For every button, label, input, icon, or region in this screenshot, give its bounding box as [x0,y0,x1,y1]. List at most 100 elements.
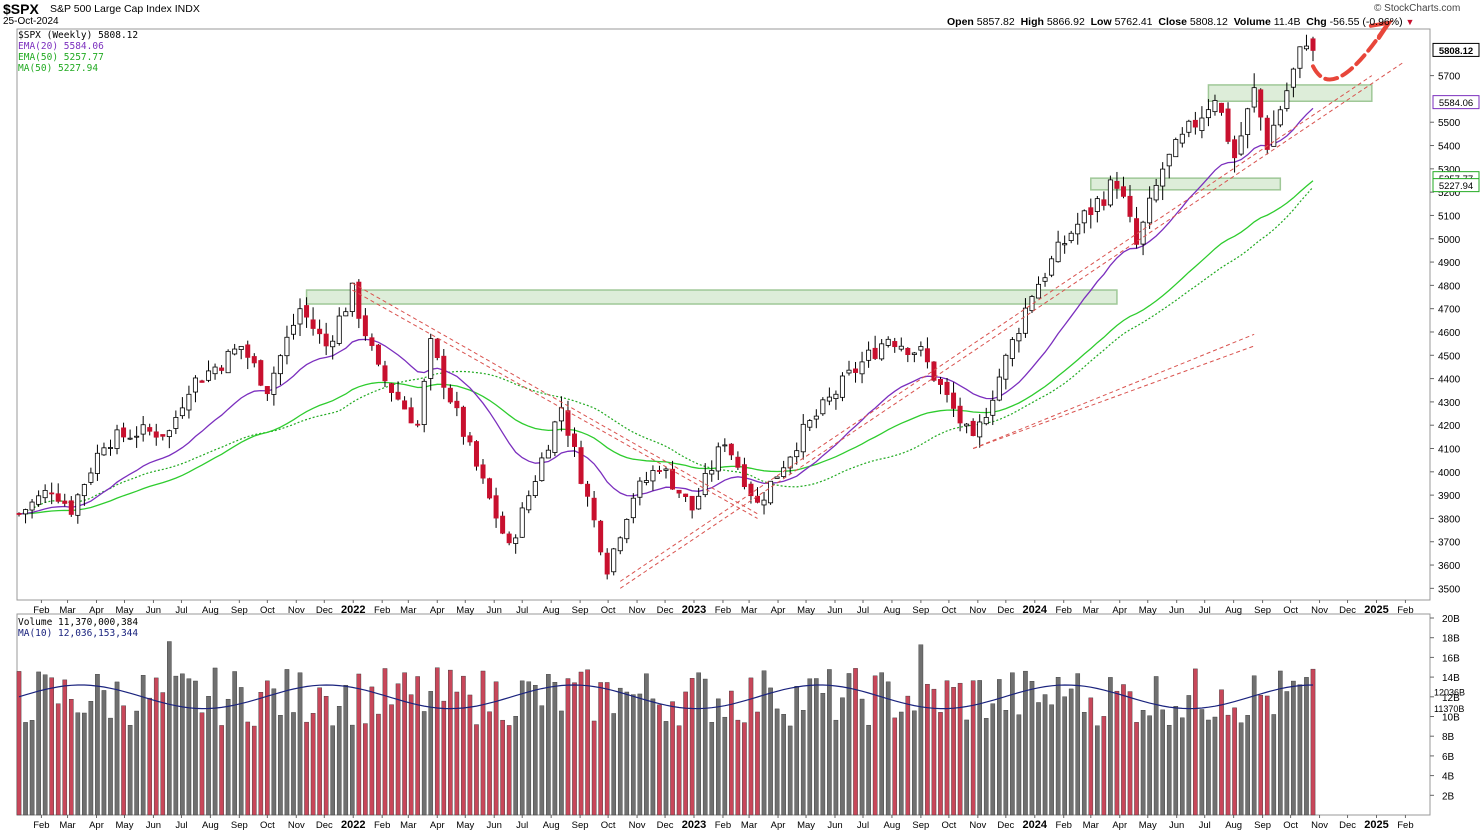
x-tick-label-bottom: 2025 [1364,819,1388,831]
x-tick-label-top: Feb [715,605,731,616]
candle-body [343,311,349,317]
volume-bar [461,675,466,816]
candle-body [983,417,989,425]
volume-bar [859,698,865,816]
volume-bar [1179,717,1185,816]
candle-body [219,367,225,371]
candle-body [173,417,179,429]
legend-ema50: EMA(50) 5257.77 [18,52,104,63]
volume-bar [1081,712,1087,816]
volume-bar [617,687,623,816]
price-tick-label: 5300 [1438,165,1461,176]
volume-bar [36,671,41,816]
volume-bar [787,725,793,816]
volume-bar [225,698,231,816]
x-tick-label-bottom: Dec [1339,820,1356,831]
candle-body [232,348,238,355]
x-tick-label-top: Mar [1083,605,1099,616]
x-tick-label-bottom: Nov [288,820,305,831]
x-tick-label-top: Dec [997,605,1014,616]
volume-callout-label: 11370B [1434,704,1464,714]
volume-bar [957,682,963,816]
x-tick-label-bottom: Aug [1225,820,1242,831]
candle-body [1107,179,1113,206]
candle-body [833,393,839,400]
candle-body [460,406,466,437]
candle-body [937,378,943,385]
x-tick-label-bottom: Dec [316,820,333,831]
volume-bar [1284,691,1290,816]
candle-body [545,449,551,459]
candle-body [990,399,996,416]
volume-bar [898,711,904,816]
x-tick-label-top: 2025 [1364,604,1388,616]
x-tick-label-bottom: 2023 [682,819,706,831]
volume-tick-label: 18B [1442,634,1460,645]
candle-body [532,481,538,497]
volume-bar [591,720,597,816]
volume-bar [702,678,708,816]
volume-bar [814,678,819,816]
candle-body [212,366,218,375]
candle-body [552,421,558,453]
legend-ma50: MA(50) 5227.94 [18,63,99,74]
high-value: 5866.92 [1046,16,1085,28]
candle-body [467,435,473,443]
trendline [972,345,1255,449]
volume-bar [853,668,858,816]
volume-bar [62,679,68,816]
candle-body [519,507,525,538]
x-tick-label-top: Apr [430,605,445,616]
price-tick-label: 3900 [1438,491,1461,502]
volume-bar [1219,689,1224,816]
candle-body [1003,354,1009,380]
candle-body [395,391,401,400]
symbol-name: S&P 500 Large Cap Index INDX [50,3,200,15]
candle-body [88,472,94,483]
x-tick-label-top: Jun [1169,605,1184,616]
candle-body [36,495,42,505]
x-tick-label-top: May [1139,605,1157,616]
support-zone [1090,177,1282,191]
candle-body [1101,199,1107,206]
volume-bar [1258,694,1264,816]
x-tick-label-bottom: Feb [33,820,49,831]
volume-bar [885,681,891,816]
open-value: 5857.82 [976,16,1015,28]
x-tick-label-bottom: Dec [657,820,674,831]
candle-body [964,423,970,427]
x-tick-label-bottom: Mar [400,820,416,831]
volume-bar [1173,706,1179,816]
candle-body [1049,258,1055,276]
volume-bar [265,680,270,816]
volume-tick-label: 20B [1442,614,1460,625]
candle-body [813,415,819,420]
x-tick-label-bottom: Apr [430,820,445,831]
x-tick-label-top: Feb [33,605,49,616]
volume-bar [75,712,81,816]
candle-body [598,520,604,553]
volume-bar [997,679,1002,816]
candle-body [428,338,434,379]
candle-body [643,480,649,483]
x-tick-label-bottom: Oct [1283,820,1298,831]
volume-tick-label: 2B [1442,791,1455,802]
brand-watermark: © StockCharts.com [1374,3,1461,14]
candle-body [186,393,192,411]
candle-body [81,484,87,497]
price-tick-label: 4200 [1438,421,1461,432]
volume-bar [709,722,715,816]
volume-bar [434,667,440,816]
candle-body [121,427,127,438]
volume-bar [546,674,551,816]
candle-body [1147,197,1153,224]
volume-bar [840,697,845,816]
candle-body [1140,221,1146,245]
candle-body [55,493,61,502]
symbol-title: $SPX [3,1,39,17]
volume-bar [415,676,420,816]
price-tick-label: 4300 [1438,398,1461,409]
volume-bar [650,698,656,816]
price-callout: 5584.06 [1432,95,1480,110]
volume-bar [657,704,662,816]
